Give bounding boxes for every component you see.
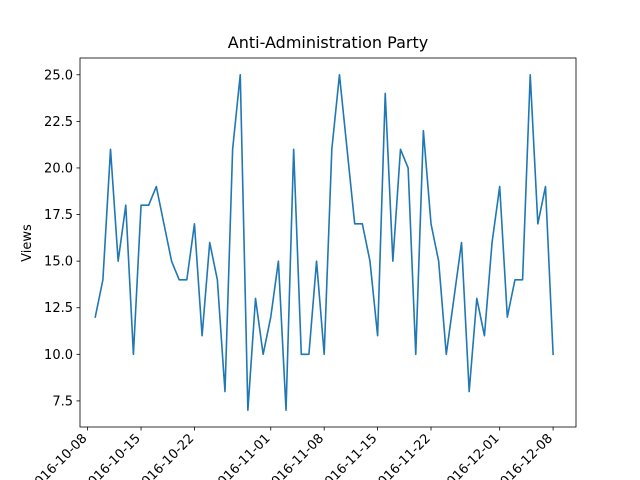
y-tick-label: 22.5 bbox=[44, 115, 73, 130]
series-line bbox=[94, 73, 554, 412]
y-tick-label: 25.0 bbox=[44, 68, 73, 83]
axes-frame bbox=[79, 57, 577, 428]
chart-title: Anti-Administration Party bbox=[228, 33, 428, 52]
y-tick-label: 17.5 bbox=[44, 208, 73, 223]
y-axis-label: Views bbox=[20, 224, 35, 262]
y-tick-label: 10.0 bbox=[44, 348, 73, 363]
y-tick-label: 7.5 bbox=[52, 394, 73, 409]
y-tick-label: 15.0 bbox=[44, 255, 73, 270]
y-tick-label: 20.0 bbox=[44, 161, 73, 176]
y-tick-label: 12.5 bbox=[44, 301, 73, 316]
